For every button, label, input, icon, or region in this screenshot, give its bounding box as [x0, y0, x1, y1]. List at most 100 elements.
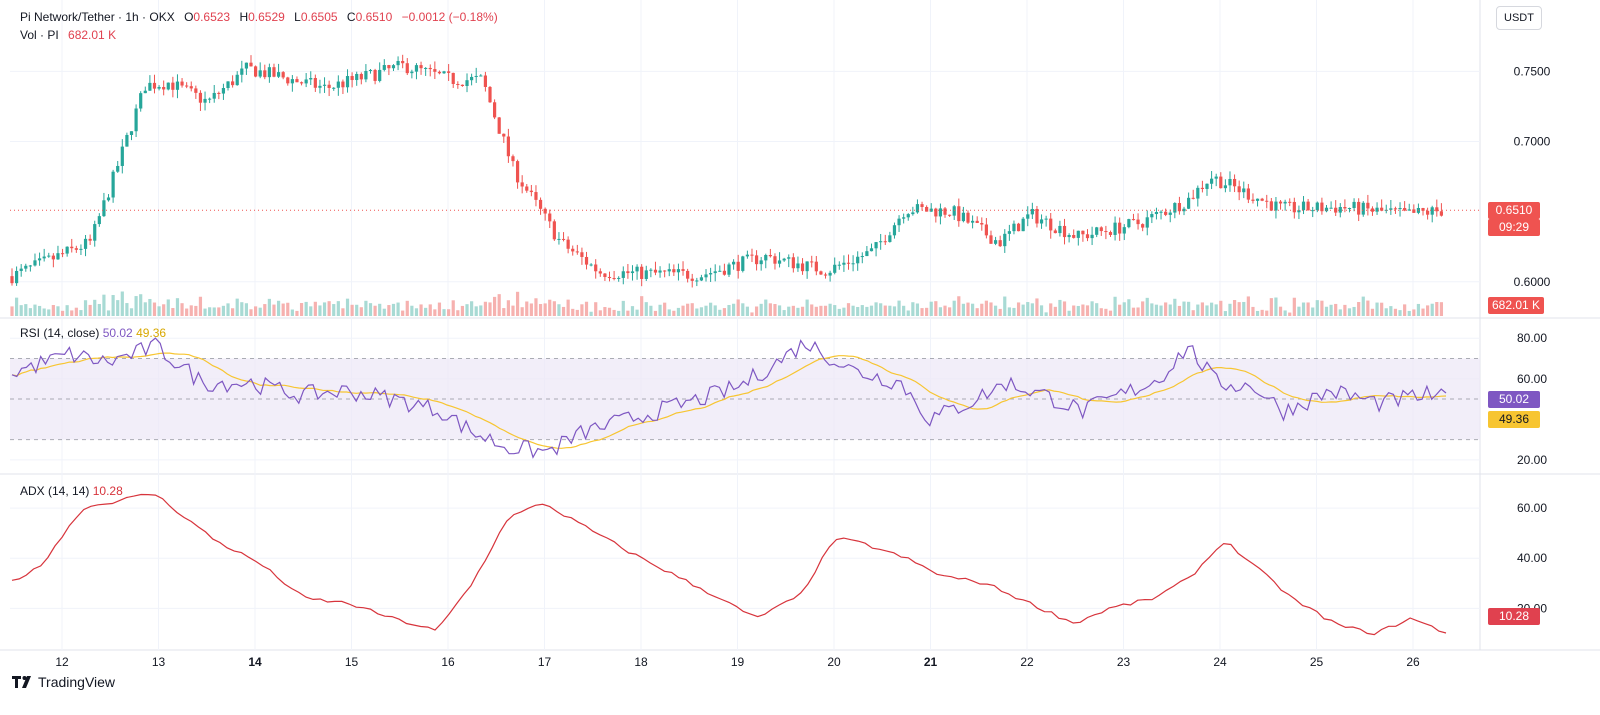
- symbol-header: Pi Network/Tether · 1h · OKX O0.6523 H0.…: [20, 10, 498, 24]
- candle-body: [731, 261, 736, 265]
- candle-body: [364, 70, 368, 80]
- change-value: −0.0012 (−0.18%): [401, 10, 498, 24]
- candle-body: [975, 220, 979, 224]
- volume-bar: [492, 296, 497, 316]
- candle-body: [1007, 231, 1011, 234]
- candle-body: [892, 225, 897, 236]
- volume-bar: [120, 291, 124, 316]
- volume-bar: [1164, 302, 1168, 316]
- currency-button[interactable]: USDT: [1496, 6, 1542, 30]
- candle-body: [529, 190, 533, 193]
- volume-bar: [419, 304, 423, 316]
- volume-bar: [787, 306, 791, 316]
- volume-bar: [414, 308, 419, 316]
- candle-body: [479, 75, 483, 77]
- adx-legend[interactable]: ADX (14, 14) 10.28: [20, 484, 123, 498]
- candle-body: [1283, 201, 1287, 204]
- volume-bar: [1352, 306, 1356, 316]
- rsi-tick-label: 60.00: [1517, 372, 1547, 386]
- volume-bar: [1315, 300, 1319, 316]
- volume-bar: [208, 307, 212, 316]
- candle-body: [1361, 202, 1365, 215]
- volume-bar: [1426, 305, 1430, 316]
- candle-body: [709, 273, 713, 275]
- candle-body: [14, 270, 19, 284]
- candle-body: [359, 73, 363, 80]
- candle-body: [1076, 230, 1080, 238]
- volume-bar: [286, 302, 290, 316]
- candle-body: [1251, 199, 1255, 201]
- candle-body: [837, 264, 841, 266]
- candle-body: [1173, 203, 1177, 213]
- candle-body: [525, 186, 529, 191]
- volume-bar: [630, 306, 635, 316]
- candle-body: [1154, 212, 1159, 215]
- candle-body: [865, 251, 869, 257]
- volume-bar: [828, 303, 832, 316]
- rsi-label: RSI (14, close): [20, 326, 100, 340]
- tradingview-logo-icon: [12, 676, 31, 688]
- volume-bar: [42, 308, 46, 316]
- candle-body: [653, 269, 658, 273]
- candle-body: [819, 271, 823, 275]
- candle-body: [980, 223, 984, 225]
- volume-bar: [589, 311, 593, 316]
- candle-body: [203, 98, 207, 103]
- volume-bar: [1030, 303, 1034, 316]
- candle-body: [1219, 176, 1223, 189]
- candle-body: [681, 269, 685, 271]
- candle-body: [603, 273, 607, 277]
- volume-bar: [736, 299, 740, 316]
- candle-body: [148, 82, 152, 91]
- volume-bar: [290, 309, 294, 316]
- volume-bar: [1058, 299, 1062, 316]
- countdown-tag: 09:29: [1488, 219, 1540, 236]
- candle-body: [93, 224, 97, 241]
- volume-bar: [1380, 302, 1384, 316]
- symbol-title: Pi Network/Tether · 1h · OKX: [20, 10, 175, 24]
- candle-body: [474, 75, 478, 77]
- volume-bar: [47, 309, 51, 316]
- volume-bar: [1228, 303, 1232, 316]
- adx-value-tag: 10.28: [1488, 608, 1540, 625]
- rsi-tick-label: 80.00: [1517, 331, 1547, 345]
- volume-bar: [690, 303, 694, 316]
- volume-bar: [1003, 296, 1007, 316]
- volume-bar: [534, 298, 538, 316]
- tradingview-logo[interactable]: TradingView: [12, 674, 115, 690]
- candle-body: [612, 278, 616, 280]
- volume-bar: [722, 308, 727, 316]
- candle-body: [984, 224, 988, 236]
- volume-header: Vol · PI 682.01 K: [20, 28, 116, 42]
- volume-bar: [759, 303, 763, 316]
- volume-bar: [387, 305, 391, 316]
- candle-body: [879, 241, 883, 243]
- rsi-legend[interactable]: RSI (14, close) 50.02 49.36: [20, 326, 166, 340]
- volume-bar: [33, 304, 37, 316]
- candle-body: [998, 240, 1002, 247]
- volume-bar: [948, 307, 952, 316]
- candle-body: [1214, 176, 1218, 179]
- volume-bar: [819, 305, 823, 316]
- candle-body: [699, 277, 704, 281]
- candle-body: [883, 241, 887, 243]
- candle-body: [543, 208, 547, 214]
- volume-bar: [764, 299, 768, 316]
- candle-body: [534, 192, 538, 200]
- volume-bar: [566, 299, 570, 316]
- volume-bar: [989, 302, 993, 316]
- candle-body: [672, 269, 676, 273]
- candle-body: [79, 248, 83, 250]
- volume-bar: [258, 307, 262, 316]
- volume-bar: [1131, 307, 1136, 316]
- volume-bar: [915, 303, 920, 316]
- candle-body: [1426, 210, 1430, 215]
- volume-bar: [713, 305, 717, 316]
- volume-bar: [754, 306, 759, 316]
- volume-bar: [70, 310, 74, 316]
- candle-body: [718, 270, 722, 272]
- volume-bar: [911, 302, 915, 316]
- volume-bar: [511, 305, 515, 316]
- candle-body: [428, 67, 432, 70]
